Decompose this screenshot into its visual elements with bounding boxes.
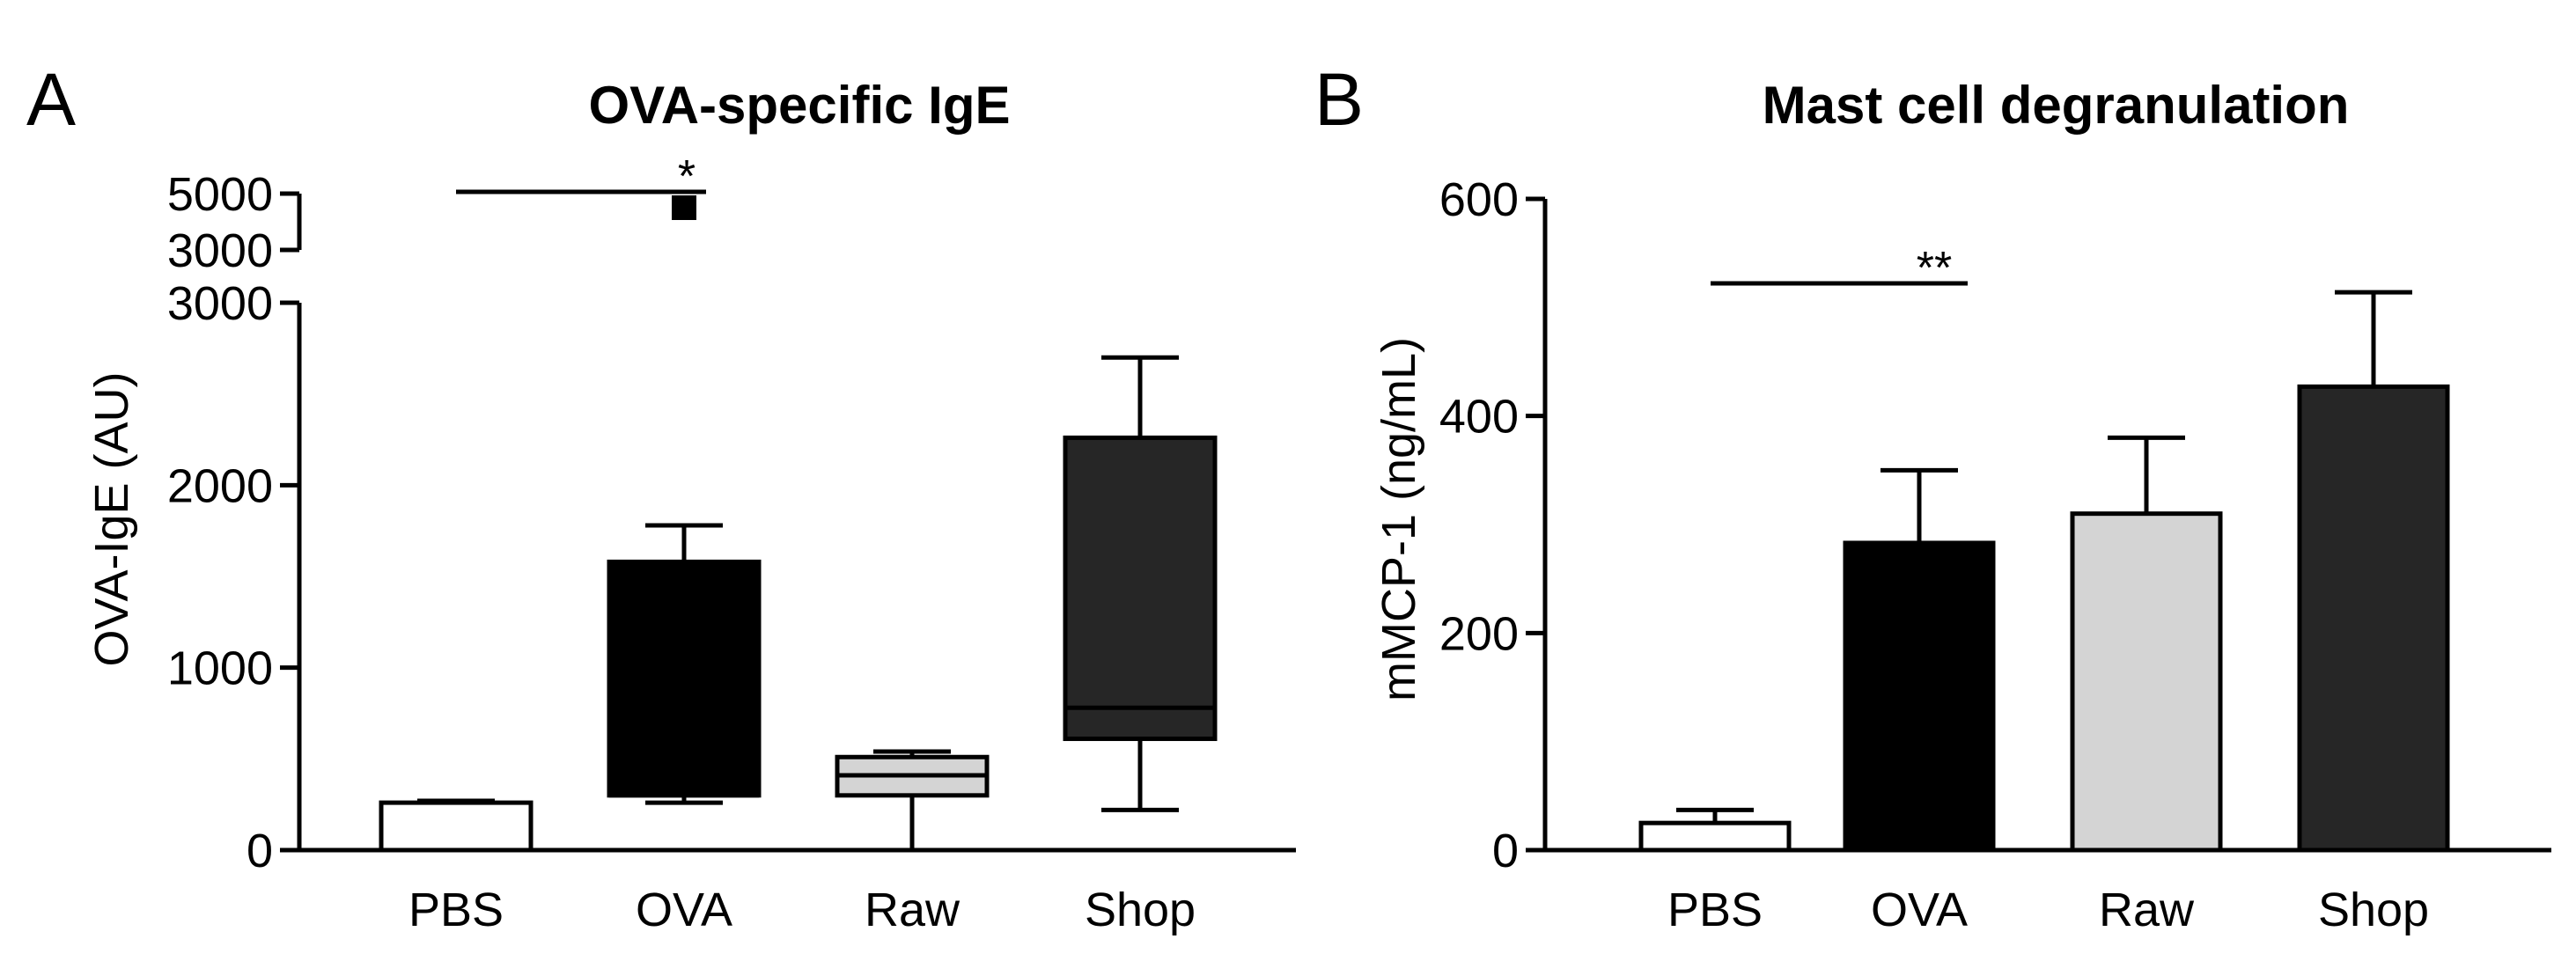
panel-a-x-tick-label: OVA (636, 884, 732, 936)
panel-a-letter: A (26, 58, 76, 141)
panel-b-title: Mast cell degranulation (1763, 76, 2350, 135)
panel-a-x-tick-label: Raw (865, 884, 960, 936)
panel-a-y-break-tick-label: 3000 (167, 224, 273, 277)
panel-b-y-ticks: 0 200 400 600 (1439, 173, 1545, 877)
panel-a-x-tick-label: PBS (408, 884, 504, 936)
bar (2297, 384, 2450, 853)
panel-b-y-tick-label: 200 (1439, 607, 1519, 660)
significance-label: ** (1917, 243, 1952, 294)
panel-a-y-tick-label: 3000 (167, 277, 273, 330)
panel-a-outlier-point (672, 195, 696, 220)
panel-b-y-tick-label: 0 (1492, 825, 1519, 877)
panel-a-x-tick-label: Shop (1085, 884, 1196, 936)
bar (1638, 820, 1792, 853)
panel-b: B Mast cell degranulation mMCP-1 (ng/mL)… (1314, 58, 2551, 936)
panel-a-y-tick-label: 0 (247, 825, 273, 877)
panel-b-y-axis-label: mMCP-1 (ng/mL) (1373, 337, 1425, 701)
box-iqr (1063, 435, 1218, 742)
panel-a-box-pbs (379, 798, 534, 853)
bar (1843, 540, 1996, 853)
panel-b-bar-raw (2070, 435, 2223, 853)
panel-a-title: OVA-specific IgE (588, 76, 1010, 135)
panel-b-x-tick-label: Raw (2099, 884, 2195, 936)
box-iqr (379, 800, 534, 853)
panel-a-x-ticks: PBS OVA Raw Shop (408, 884, 1196, 936)
panel-a: A OVA-specific IgE OVA-IgE (AU) 0 1000 200… (26, 58, 1296, 936)
bar (2070, 511, 2223, 853)
panel-b-x-tick-label: Shop (2318, 884, 2429, 936)
panel-a-significance: * (456, 151, 706, 202)
panel-b-bar-pbs (1638, 807, 1792, 853)
panel-b-x-ticks: PBS OVA Raw Shop (1667, 884, 2429, 936)
panel-b-x-tick-label: OVA (1871, 884, 1968, 936)
panel-a-box-raw (835, 749, 990, 850)
panel-a-y-axis-label: OVA-IgE (AU) (85, 371, 138, 666)
panel-a-boxes (379, 195, 1218, 853)
significance-label: * (678, 151, 696, 202)
panel-b-y-tick-label: 400 (1439, 391, 1519, 444)
panel-a-y-tick-label: 2000 (167, 459, 273, 512)
panel-a-box-ova (607, 523, 762, 805)
panel-b-bars (1638, 290, 2450, 853)
panel-b-letter: B (1314, 58, 1364, 141)
panel-a-y-break-tick-label: 5000 (167, 168, 273, 221)
panel-b-bar-shop (2297, 290, 2450, 853)
panel-b-bar-ova (1843, 467, 1996, 853)
box-iqr (607, 559, 762, 798)
panel-b-x-tick-label: PBS (1667, 884, 1763, 936)
panel-a-y-tick-label: 1000 (167, 642, 273, 695)
panel-b-y-tick-label: 600 (1439, 173, 1519, 226)
panel-b-significance: ** (1711, 243, 1968, 294)
panel-a-box-shop (1063, 355, 1218, 812)
